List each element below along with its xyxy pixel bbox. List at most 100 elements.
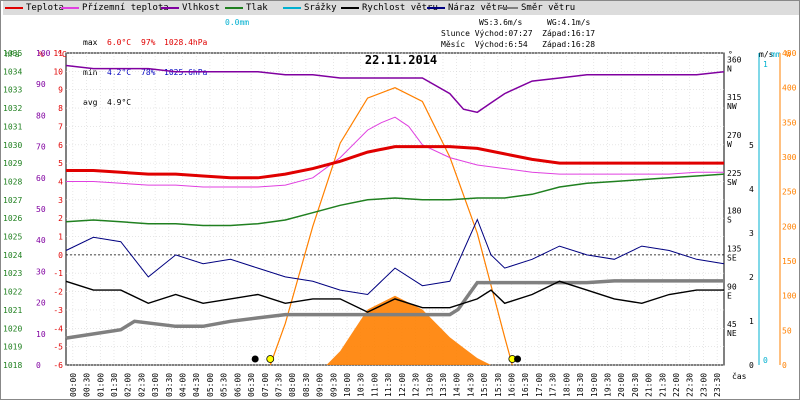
x-tick-label: 12:30 <box>412 373 421 397</box>
x-tick-label: 13:30 <box>439 373 448 397</box>
axis-temp-tick: 0 <box>58 251 63 260</box>
axis-pct-tick: 20 <box>36 299 46 308</box>
stat-avg-temp: 4.9°C <box>107 98 132 107</box>
axis-temp-tick: 7 <box>58 122 63 131</box>
legend-label: Tlak <box>246 3 268 13</box>
axis-mm-tick: 1 <box>763 60 768 69</box>
x-tick-label: 18:00 <box>562 373 571 397</box>
legend-swatch <box>427 6 445 9</box>
stat-avg-label: avg <box>83 98 98 107</box>
axis-dir-tick: 360 <box>727 55 742 64</box>
x-tick-label: 00:30 <box>83 373 92 397</box>
axis-temp-tick: 11 <box>53 49 63 58</box>
x-tick-label: 01:30 <box>110 373 119 397</box>
x-tick-label: 16:00 <box>508 373 517 397</box>
axis-dir-name: E <box>727 291 732 300</box>
x-tick-label: 09:30 <box>329 373 338 397</box>
axis-temp-tick: -3 <box>53 306 63 315</box>
legend-label: Srážky <box>304 3 337 13</box>
axis-pct-tick: 90 <box>36 80 46 89</box>
axis-pct-tick: 40 <box>36 236 46 245</box>
axis-mm-label: mm <box>771 50 781 59</box>
stat-max-rain: 0.0mm <box>225 18 250 27</box>
axis-temp-tick: 4 <box>58 177 63 186</box>
axis-temp-tick: 8 <box>58 104 63 113</box>
axis-mm-tick: 0 <box>763 356 768 365</box>
legend-item: Rychlost větru <box>341 3 438 15</box>
axis-temp-tick: 3 <box>58 196 63 205</box>
axis-hpa-tick: 1018 <box>3 361 22 370</box>
x-tick-label: 11:30 <box>384 373 393 397</box>
axis-temp-tick: -5 <box>53 343 63 352</box>
axis-hpa-tick: 1034 <box>3 67 22 76</box>
axis-w-label: W <box>786 50 791 59</box>
x-axis-label: čas <box>732 371 747 381</box>
axis-temp-tick: -6 <box>53 361 63 370</box>
axis-w-tick: 350 <box>782 118 797 127</box>
stats-press: 1028.4hPa 1025.6hPa <box>164 18 207 98</box>
x-tick-label: 21:00 <box>645 373 654 397</box>
x-tick-label: 08:00 <box>288 373 297 397</box>
stat-max-temp: 6.0°C <box>107 38 132 47</box>
axis-hpa-tick: 1021 <box>3 306 22 315</box>
x-tick-label: 03:00 <box>151 373 160 397</box>
x-tick-label: 10:00 <box>343 373 352 397</box>
legend-swatch <box>5 6 23 9</box>
axis-ms-tick: 3 <box>749 229 754 238</box>
x-tick-label: 17:00 <box>535 373 544 397</box>
axis-temp-tick: -2 <box>53 288 63 297</box>
axis-temp-tick: 9 <box>58 86 63 95</box>
axis-temp-tick: 10 <box>53 67 63 76</box>
x-tick-label: 11:00 <box>370 373 379 397</box>
x-tick-label: 23:30 <box>713 373 722 397</box>
axis-hpa-tick: 1022 <box>3 288 22 297</box>
axis-ms-tick: 5 <box>749 141 754 150</box>
axis-dir-name: N <box>727 64 732 73</box>
legend-swatch <box>341 6 359 9</box>
x-tick-label: 09:00 <box>316 373 325 397</box>
axis-hpa-tick: 1026 <box>3 214 22 223</box>
legend-label: Náraz větru <box>448 3 508 13</box>
stat-min-hum: 78% <box>141 68 156 77</box>
x-tick-label: 06:00 <box>233 373 242 397</box>
axis-dir-name: SW <box>727 178 737 187</box>
legend-item: Teplota <box>5 3 64 15</box>
x-tick-label: 15:30 <box>494 373 503 397</box>
axis-w-tick: 300 <box>782 153 797 162</box>
axis-hpa-tick: 1032 <box>3 104 22 113</box>
moonrise-marker <box>251 355 259 363</box>
moonset-marker <box>514 355 522 363</box>
x-tick-label: 22:30 <box>686 373 695 397</box>
x-tick-label: 01:00 <box>96 373 105 397</box>
series-wind-direction <box>65 279 724 340</box>
stat-max-press: 1028.4hPa <box>164 38 208 47</box>
axis-pct-label: % <box>39 50 44 59</box>
axis-pct-tick: 30 <box>36 267 46 276</box>
legend-item: Vlhkost <box>161 3 220 15</box>
x-tick-label: 02:00 <box>124 373 133 397</box>
axis-temp-tick: 1 <box>58 233 63 242</box>
axis-ms-tick: 0 <box>749 361 754 370</box>
x-tick-label: 08:30 <box>302 373 311 397</box>
x-tick-label: 12:00 <box>398 373 407 397</box>
axis-hpa-tick: 1033 <box>3 86 22 95</box>
axis-hpa-tick: 1031 <box>3 122 22 131</box>
axis-hpa-tick: 1030 <box>3 141 22 150</box>
stat-sun: Slunce Východ:07:27 Západ:16:17 <box>441 29 596 38</box>
legend-item: Srážky <box>283 3 337 15</box>
series-wind-gust <box>65 218 725 296</box>
x-tick-label: 22:00 <box>672 373 681 397</box>
stat-min-temp: 4.2°C <box>107 68 132 77</box>
series-temperature <box>66 145 724 180</box>
stats-temp: 6.0°C 4.2°C 4.9°C <box>107 18 131 128</box>
x-tick-label: 23:00 <box>699 373 708 397</box>
axis-dir-name: SE <box>727 254 737 263</box>
x-tick-label: 13:00 <box>425 373 434 397</box>
axis-temp-tick: 5 <box>58 159 63 168</box>
axis-dir-tick: 270 <box>727 131 742 140</box>
axis-hpa-tick: 1027 <box>3 196 22 205</box>
series-radiation-area <box>326 295 491 365</box>
x-tick-label: 05:00 <box>206 373 215 397</box>
